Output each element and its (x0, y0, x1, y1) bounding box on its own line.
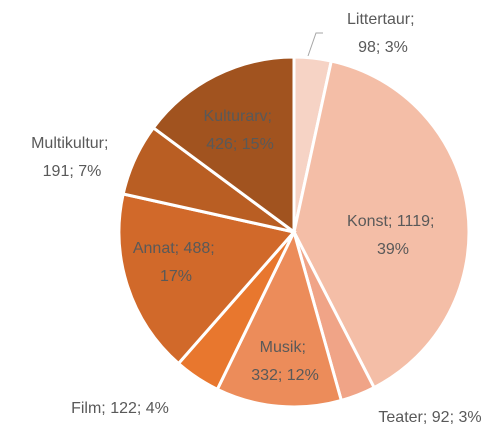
data-label: Musik; 332; 12% (251, 339, 319, 384)
data-label: Teater; 92; 3% (378, 409, 481, 426)
label-line: 98; 3% (358, 39, 408, 56)
data-label: Annat; 488; 17% (133, 240, 219, 285)
data-label: Kulturarv; 426; 15% (204, 108, 277, 153)
data-label: Konst; 1119; 39% (347, 213, 439, 258)
label-line: 39% (377, 241, 409, 258)
data-label: Littertaur; 98; 3% (347, 11, 419, 56)
label-line: 332; 12% (251, 367, 319, 384)
leader-line (307, 32, 323, 57)
pie-slice (215, 227, 344, 409)
pie-slice (117, 192, 297, 366)
label-line: Kulturarv; (204, 108, 277, 125)
label-line: Annat; 488; (133, 240, 219, 257)
data-label: Film; 122; 4% (71, 400, 169, 417)
label-line: 426; 15% (206, 136, 274, 153)
label-line: Littertaur; (347, 11, 419, 28)
label-line: 17% (160, 268, 192, 285)
label-line: 191; 7% (43, 163, 102, 180)
label-line: Multikultur; (31, 135, 113, 152)
label-line: Konst; 1119; (347, 213, 439, 230)
data-label: Multikultur; 191; 7% (31, 135, 113, 180)
pie-slice (151, 55, 296, 235)
label-line: Musik; (260, 339, 311, 356)
pie-slice (292, 59, 471, 390)
